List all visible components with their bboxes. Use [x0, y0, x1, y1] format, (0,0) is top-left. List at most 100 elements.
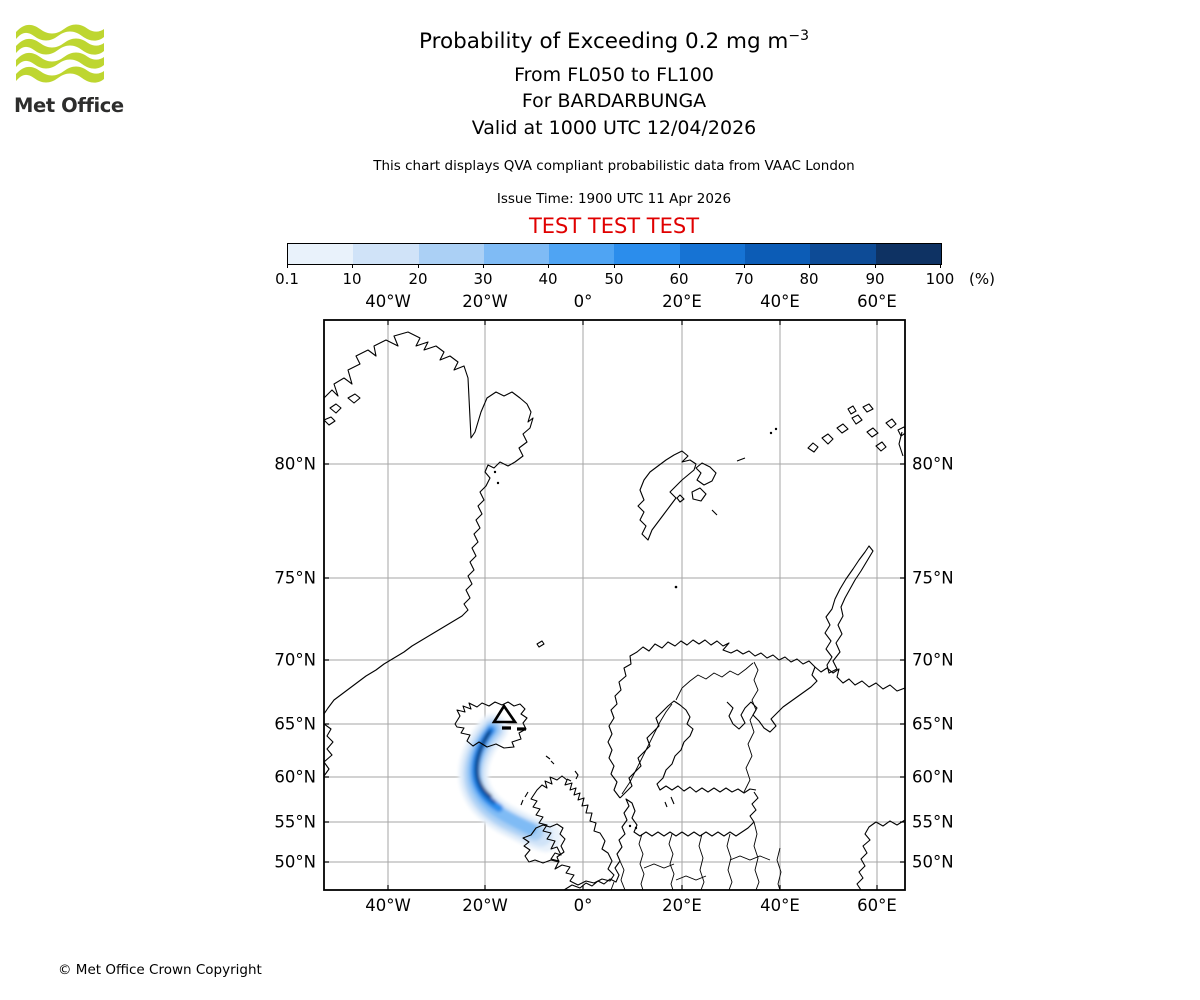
lat-label-left: 80°N: [274, 454, 316, 474]
lat-label-right: 80°N: [912, 454, 954, 474]
colorbar-label: 70: [734, 270, 754, 288]
jan-mayen-island: [536, 640, 545, 648]
ash-probability-plume: [458, 714, 561, 852]
great-britain-coast: [530, 775, 615, 886]
subtitle-flight-levels: From FL050 to FL100: [514, 64, 714, 86]
gotland-island: [664, 796, 675, 808]
lon-label-top: 0°: [573, 292, 593, 311]
qva-note: This chart displays QVA compliant probab…: [373, 158, 855, 174]
colorbar-segment: [483, 244, 550, 264]
colorbar-tick: [679, 264, 680, 268]
hebrides-islands: [520, 791, 529, 806]
coastlines: [324, 331, 905, 890]
colorbar-tick: [875, 264, 876, 268]
colorbar-tick: [614, 264, 615, 268]
colorbar-label: 80: [799, 270, 819, 288]
lat-label-right: 65°N: [912, 714, 954, 734]
map-axis-ticks: [324, 320, 905, 890]
lon-label-bottom: 0°: [573, 896, 593, 915]
svalbard-coast: [637, 450, 746, 541]
country-borders: [610, 661, 782, 890]
test-banner: TEST TEST TEST: [528, 214, 700, 238]
lon-label-top: 20°E: [662, 292, 702, 311]
colorbar-label: 50: [604, 270, 624, 288]
russia-southeast-coast: [856, 819, 905, 890]
colorbar-label: 30: [473, 270, 493, 288]
colorbar-segment: [418, 244, 484, 264]
colorbar-tick: [483, 264, 484, 268]
orkney-islands: [566, 778, 572, 782]
lon-label-top: 20°W: [462, 292, 508, 311]
novaya-zemlya-coast: [824, 431, 904, 674]
barents-sea-coast: [814, 666, 905, 692]
title-exponent: −3: [788, 28, 810, 44]
probability-colorbar: [287, 243, 942, 265]
colorbar-unit-label: (%): [969, 270, 995, 288]
europe-continental-coast: [563, 791, 759, 890]
iceland-coast: [454, 701, 528, 749]
lat-label-left: 70°N: [274, 650, 316, 670]
colorbar-tick: [287, 264, 288, 268]
lon-label-top: 40°E: [760, 292, 800, 311]
colorbar-label: 90: [865, 270, 885, 288]
subtitle-valid-time: Valid at 1000 UTC 12/04/2026: [471, 117, 757, 139]
colorbar-segment: [288, 244, 354, 264]
colorbar-segment: [810, 244, 876, 264]
colorbar-segment: [679, 244, 746, 264]
lon-label-bottom: 20°E: [662, 896, 702, 915]
colorbar-segment: [353, 244, 419, 264]
lat-label-left: 55°N: [274, 812, 316, 832]
colorbar-label: 60: [669, 270, 689, 288]
colorbar-tick: [940, 264, 941, 268]
lat-label-right: 75°N: [912, 568, 954, 588]
page-title: Probability of Exceeding 0.2 mg m−3: [418, 28, 810, 55]
greenland-lower-edge-coast: [324, 723, 334, 777]
colorbar-tick: [352, 264, 353, 268]
map-frame: [323, 319, 906, 891]
colorbar-segment: [549, 244, 615, 264]
met-office-waves-icon: [16, 24, 104, 83]
lon-label-bottom: 40°E: [760, 896, 800, 915]
lat-label-right: 50°N: [912, 852, 954, 872]
colorbar-segment: [614, 244, 680, 264]
subtitle-volcano: For BARDARBUNGA: [521, 90, 707, 112]
colorbar-label: 20: [408, 270, 428, 288]
map: [323, 319, 906, 891]
baltic-bothnia-coast: [619, 700, 757, 799]
faroe-islands: [545, 755, 555, 765]
colorbar-tick: [744, 264, 745, 268]
colorbar-tick: [418, 264, 419, 268]
colorbar-label: 40: [538, 270, 558, 288]
colorbar-segment: [875, 244, 941, 264]
lat-label-right: 60°N: [912, 767, 954, 787]
lon-label-bottom: 60°E: [857, 896, 897, 915]
greenland-offshore-islands: [324, 393, 361, 426]
colorbar-label: 10: [342, 270, 362, 288]
map-gridlines: [324, 320, 905, 890]
norway-kola-whitesea-coast: [607, 639, 818, 799]
colorbar-segment: [745, 244, 811, 264]
franz-josef-land-islands: [807, 403, 905, 453]
lat-label-right: 55°N: [912, 812, 954, 832]
lon-label-top: 40°W: [365, 292, 411, 311]
ireland-coast: [522, 823, 566, 864]
lon-label-bottom: 20°W: [462, 896, 508, 915]
volcano-marker-icon: [491, 703, 526, 731]
lat-label-left: 65°N: [274, 714, 316, 734]
lat-label-left: 75°N: [274, 568, 316, 588]
met-office-logo-text: Met Office: [14, 94, 124, 117]
colorbar-tick: [809, 264, 810, 268]
colorbar-label: 0.1: [275, 270, 299, 288]
colorbar-tick: [548, 264, 549, 268]
met-office-logo: Met Office: [14, 20, 124, 117]
lon-label-bottom: 40°W: [365, 896, 411, 915]
colorbar-label: 100: [925, 270, 955, 288]
lat-label-left: 50°N: [274, 852, 316, 872]
shetland-islands: [574, 770, 579, 780]
lat-label-right: 70°N: [912, 650, 954, 670]
lat-label-left: 60°N: [274, 767, 316, 787]
lon-label-top: 60°E: [857, 292, 897, 311]
issue-time: Issue Time: 1900 UTC 11 Apr 2026: [496, 191, 732, 207]
copyright-notice: © Met Office Crown Copyright: [58, 962, 262, 978]
